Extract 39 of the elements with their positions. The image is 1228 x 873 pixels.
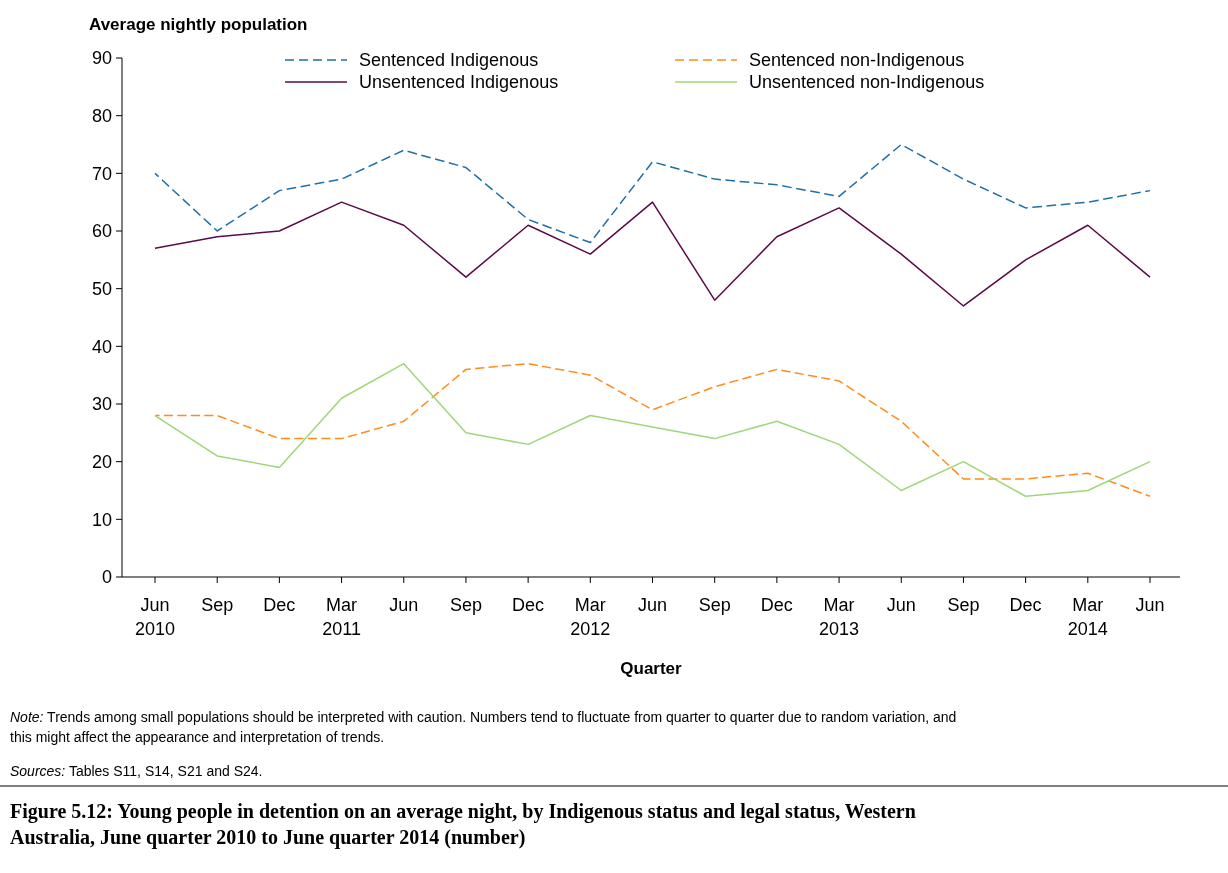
text: Figure 5.12: Young people in detention on an average night, by Indigenous status and legal status, Western Australia, June quarter 2010 to June quarter 2014 (number) bbox=[10, 800, 916, 849]
x-tick-label: Mar 2014 bbox=[1067, 595, 1108, 639]
x-tick-label: Sep bbox=[201, 595, 234, 615]
y-tick-label: 10 bbox=[91, 509, 112, 530]
x-tick-label: Sep bbox=[947, 595, 980, 615]
x-tick-label: Jun bbox=[637, 595, 668, 615]
y-tick-label: 50 bbox=[91, 278, 112, 299]
line-series bbox=[154, 201, 1151, 307]
x-tick-label: Dec bbox=[1009, 595, 1042, 615]
y-tick-label: 80 bbox=[91, 105, 112, 126]
y-tick-label: 30 bbox=[91, 394, 112, 415]
x-axis-title: Quarter bbox=[620, 659, 683, 678]
legend-label: Sentenced non-Indigenous bbox=[749, 50, 965, 71]
x-tick-label: Jun bbox=[1135, 595, 1165, 615]
legend-label: Sentenced Indigenous bbox=[359, 50, 539, 71]
x-tick-label: Mar 2011 bbox=[322, 595, 361, 639]
source-note: Sources: Tables S11, S14, S21 and S24. bbox=[10, 763, 263, 779]
y-tick-label: 0 bbox=[101, 567, 112, 588]
y-tick-label: 90 bbox=[91, 48, 112, 69]
x-tick-label: Dec bbox=[263, 595, 296, 615]
x-tick-label: Dec bbox=[760, 595, 793, 615]
legend-label: Unsentenced Indigenous bbox=[359, 72, 559, 93]
x-tick-label: Jun bbox=[886, 595, 916, 615]
y-tick-label: 70 bbox=[91, 163, 112, 184]
x-tick-label: Jun 2010 bbox=[134, 595, 176, 639]
y-tick-label: 60 bbox=[91, 221, 112, 242]
text: Note: Trends among small populations should be interpreted with caution. Numbers tend to fluctuate from quarter to quarter due to random variation, and this might affect the appearance and interpretation of trends. bbox=[10, 709, 957, 745]
legend-label: Unsentenced non-Indigenous bbox=[749, 72, 985, 93]
x-tick-label: Jun bbox=[389, 595, 419, 615]
y-tick-label: 40 bbox=[91, 336, 112, 357]
x-tick-label: Sep bbox=[698, 595, 731, 615]
y-axis-title: Average nightly population bbox=[89, 15, 308, 34]
x-tick-label: Sep bbox=[449, 595, 482, 615]
line-series bbox=[154, 362, 1151, 498]
line-series bbox=[154, 143, 1151, 244]
x-tick-label: Dec bbox=[512, 595, 545, 615]
x-tick-label: Mar 2012 bbox=[570, 595, 611, 639]
y-tick-label: 20 bbox=[91, 451, 112, 472]
x-tick-label: Mar 2013 bbox=[819, 595, 860, 639]
